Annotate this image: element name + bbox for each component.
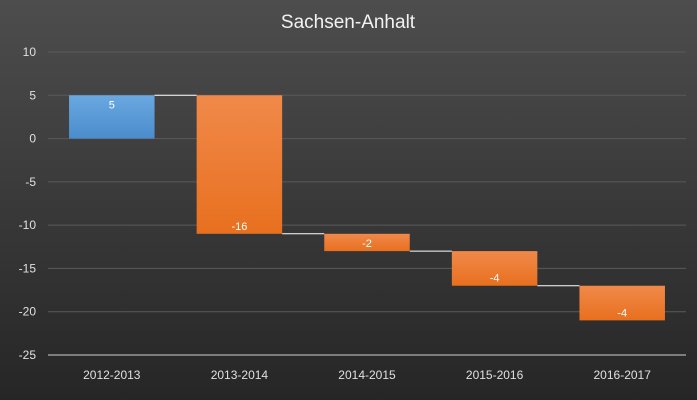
y-tick-label: -5: [25, 175, 36, 189]
bar-2012-2013: [69, 95, 155, 139]
x-tick-label: 2013-2014: [211, 368, 269, 382]
data-label: -4: [490, 273, 500, 285]
y-tick-label: -20: [19, 305, 37, 319]
y-axis: 10 5 0 -5 -10 -15 -20 -25: [19, 45, 37, 362]
data-label: -16: [231, 221, 247, 233]
bars: [69, 95, 665, 321]
y-tick-label: 5: [29, 88, 36, 102]
y-tick-label: -15: [19, 261, 37, 275]
x-tick-label: 2012-2013: [83, 368, 141, 382]
x-axis: 2012-2013 2013-2014 2014-2015 2015-2016 2016…: [48, 354, 686, 382]
bar-2015-2016: [451, 251, 538, 286]
y-tick-label: -10: [19, 218, 37, 232]
data-label: -4: [617, 307, 627, 319]
y-tick-label: 10: [23, 45, 37, 59]
x-tick-label: 2014-2015: [338, 368, 396, 382]
data-label: -2: [362, 238, 372, 250]
x-tick-label: 2015-2016: [466, 368, 524, 382]
data-label: 5: [109, 99, 115, 111]
bar-2014-2015: [324, 233, 410, 252]
y-tick-label: -25: [19, 348, 37, 362]
bar-2013-2014: [196, 95, 283, 234]
x-tick-label: 2016-2017: [594, 368, 652, 382]
connectors: [154, 94, 580, 287]
y-tick-label: 0: [29, 132, 36, 146]
bar-2016-2017: [579, 285, 665, 321]
data-labels: 5 -16 -2 -4 -4: [109, 99, 627, 319]
chart-title: Sachsen-Anhalt: [281, 12, 416, 33]
